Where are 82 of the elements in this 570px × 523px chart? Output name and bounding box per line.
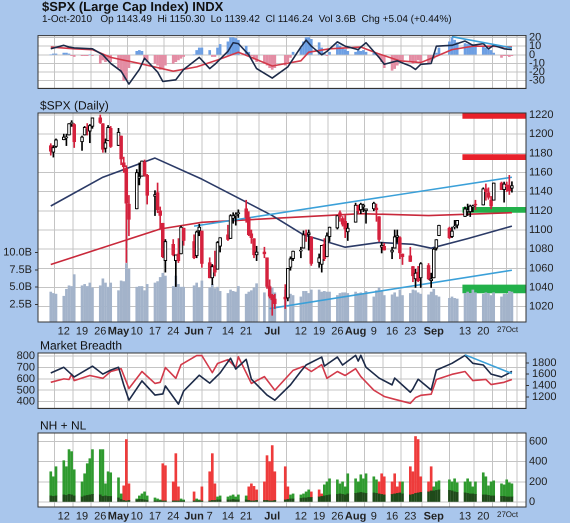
x-tick-label: 21 bbox=[240, 510, 252, 523]
x-tick-label: 7 bbox=[206, 326, 213, 338]
chart-title: $SPX (Daily) bbox=[40, 98, 109, 112]
x-tick-label: 20 bbox=[477, 326, 490, 338]
x-tick-label: 23 bbox=[404, 510, 416, 523]
x-tick-label: 10 bbox=[130, 326, 143, 338]
y2-tick-label: 1800 bbox=[532, 356, 556, 369]
x-tick-label: Sep bbox=[424, 326, 444, 338]
y-tick-label: 1060 bbox=[529, 262, 554, 274]
y-tick-label: 1080 bbox=[529, 243, 554, 256]
x-tick-label: 26 bbox=[331, 326, 344, 338]
y2-tick-label: 1400 bbox=[532, 379, 556, 392]
x-tick-label: 12 bbox=[58, 326, 70, 338]
x-tick-label: 12 bbox=[294, 326, 308, 338]
y-tick-label: 1160 bbox=[529, 166, 553, 178]
x-tick-label: 24 bbox=[167, 326, 180, 338]
x-tick-label: Jul bbox=[264, 510, 280, 523]
y2-tick-label: 5.0B bbox=[9, 281, 32, 294]
x-tick-label: Sep bbox=[424, 510, 444, 523]
y-tick-label: 0 bbox=[529, 496, 536, 508]
x-tick-label: May bbox=[108, 326, 130, 338]
x-tick-label: 13 bbox=[458, 510, 472, 523]
y-tick-label: 700 bbox=[16, 362, 35, 374]
x-tick-label: Jul bbox=[264, 326, 280, 338]
y-tick-label: 1220 bbox=[529, 108, 554, 121]
x-tick-label: 19 bbox=[313, 510, 326, 523]
y-tick-label: 0 bbox=[529, 48, 536, 61]
x-tick-label: 26 bbox=[94, 326, 106, 338]
x-tick-label: 17 bbox=[148, 326, 162, 338]
x-tick-label: 20 bbox=[477, 510, 490, 523]
x-tick-label: 21 bbox=[240, 326, 252, 338]
x-tick-label: 27 bbox=[497, 325, 506, 334]
x-tick-label: 19 bbox=[76, 326, 88, 338]
x-tick-label: 12 bbox=[58, 510, 70, 523]
x-tick-label: 19 bbox=[76, 510, 88, 523]
y-tick-label: 1180 bbox=[529, 147, 553, 160]
x-tick-label: 9 bbox=[370, 326, 377, 338]
chart-title: Market Breadth bbox=[40, 338, 122, 352]
y2-tick-label: 2.5B bbox=[9, 298, 32, 311]
y-tick-label: 400 bbox=[529, 456, 548, 468]
x-tick-label: 17 bbox=[148, 510, 162, 523]
x-tick-label: 9 bbox=[370, 510, 377, 523]
x-tick-label: 12 bbox=[294, 510, 308, 523]
y-tick-label: 800 bbox=[16, 350, 35, 362]
x-tick-label: Oct bbox=[506, 510, 519, 520]
y2-tick-label: 7.5B bbox=[9, 264, 32, 276]
y-tick-label: 600 bbox=[529, 436, 548, 448]
x-tick-label: 27 bbox=[497, 510, 506, 520]
y-tick-label: 1120 bbox=[529, 204, 553, 217]
y-tick-label: 600 bbox=[16, 372, 35, 385]
y-tick-label: 1100 bbox=[529, 224, 553, 236]
x-tick-label: Jun bbox=[184, 326, 204, 338]
y2-tick-label: 1600 bbox=[532, 368, 556, 380]
x-tick-label: 14 bbox=[222, 510, 234, 523]
x-tick-label: 13 bbox=[458, 326, 472, 338]
x-tick-label: 19 bbox=[313, 326, 326, 338]
y-tick-label: 1200 bbox=[529, 128, 554, 140]
y-tick-label: 500 bbox=[16, 384, 35, 396]
x-tick-label: Jun bbox=[184, 510, 204, 523]
x-tick-label: 23 bbox=[404, 326, 416, 338]
chart-title: $SPX (Large Cap Index) INDX bbox=[42, 0, 224, 14]
chart-subtitle: 1-Oct-2010 Op 1143.49 Hi 1150.30 Lo 1139.42 Cl 1146.24 Vol 3.6B Chg +5.04 (+0.44%) bbox=[42, 14, 453, 26]
x-tick-label: 7 bbox=[206, 510, 213, 523]
x-tick-label: Aug bbox=[344, 510, 366, 523]
y-tick-label: -30 bbox=[529, 74, 545, 87]
x-tick-label: 10 bbox=[130, 510, 143, 523]
y-tick-label: 1140 bbox=[529, 186, 553, 198]
x-tick-label: 26 bbox=[94, 510, 106, 523]
x-tick-label: Aug bbox=[344, 326, 366, 338]
x-tick-label: May bbox=[108, 510, 130, 523]
x-tick-label: Oct bbox=[506, 325, 519, 334]
x-tick-label: 26 bbox=[331, 510, 344, 523]
x-tick-label: 16 bbox=[386, 510, 398, 523]
y2-tick-label: 10.0B bbox=[3, 246, 32, 258]
x-tick-label: 24 bbox=[167, 510, 180, 523]
y-tick-label: 1040 bbox=[529, 282, 554, 294]
x-tick-label: 14 bbox=[222, 326, 234, 338]
x-tick-label: 16 bbox=[386, 326, 398, 338]
y-tick-label: 1020 bbox=[529, 300, 554, 313]
y-tick-label: 200 bbox=[529, 476, 548, 488]
y-tick-label: 400 bbox=[16, 396, 35, 408]
chart-title: NH + NL bbox=[40, 418, 87, 432]
